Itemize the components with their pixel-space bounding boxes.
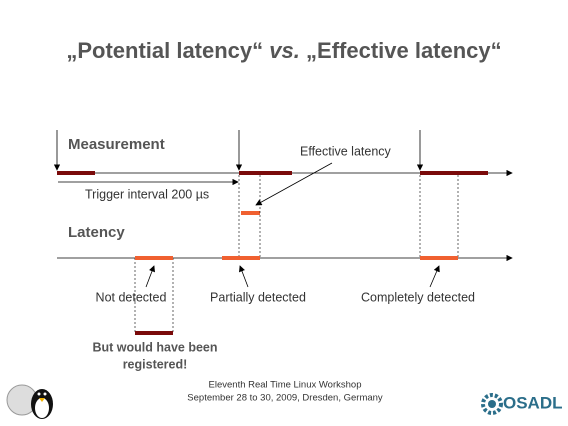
logo-text: OSADL bbox=[503, 393, 563, 412]
effective-latency-bar bbox=[241, 211, 260, 215]
penguin-logo bbox=[6, 384, 53, 419]
effective-latency-label: Effective latency bbox=[300, 144, 392, 158]
title-part: „Effective latency“ bbox=[306, 38, 502, 63]
latency-timeline bbox=[57, 254, 513, 262]
label-arrows bbox=[145, 265, 440, 288]
note-line: But would have been bbox=[92, 340, 217, 354]
latency-label: Latency bbox=[68, 224, 125, 241]
note-line: registered! bbox=[123, 357, 188, 371]
title-part: „Potential latency“ bbox=[66, 38, 263, 63]
title: „Potential latency“ vs. „Effective laten… bbox=[66, 38, 501, 63]
title-vs: vs. bbox=[269, 38, 300, 63]
completely-detected-label: Completely detected bbox=[361, 290, 475, 304]
not-detected-label: Not detected bbox=[96, 290, 167, 304]
osadl-logo: OSADL bbox=[481, 393, 563, 415]
measurement-label: Measurement bbox=[68, 136, 165, 153]
effective-arrow bbox=[255, 162, 333, 206]
footer-line: September 28 to 30, 2009, Dresden, Germa… bbox=[187, 393, 383, 404]
partially-detected-label: Partially detected bbox=[210, 290, 306, 304]
footer-line: Eleventh Real Time Linux Workshop bbox=[209, 380, 362, 391]
measurement-timeline bbox=[53, 130, 513, 177]
registered-bar bbox=[135, 331, 173, 335]
trigger-interval-label: Trigger interval 200 µs bbox=[85, 187, 209, 201]
guides bbox=[134, 175, 459, 333]
